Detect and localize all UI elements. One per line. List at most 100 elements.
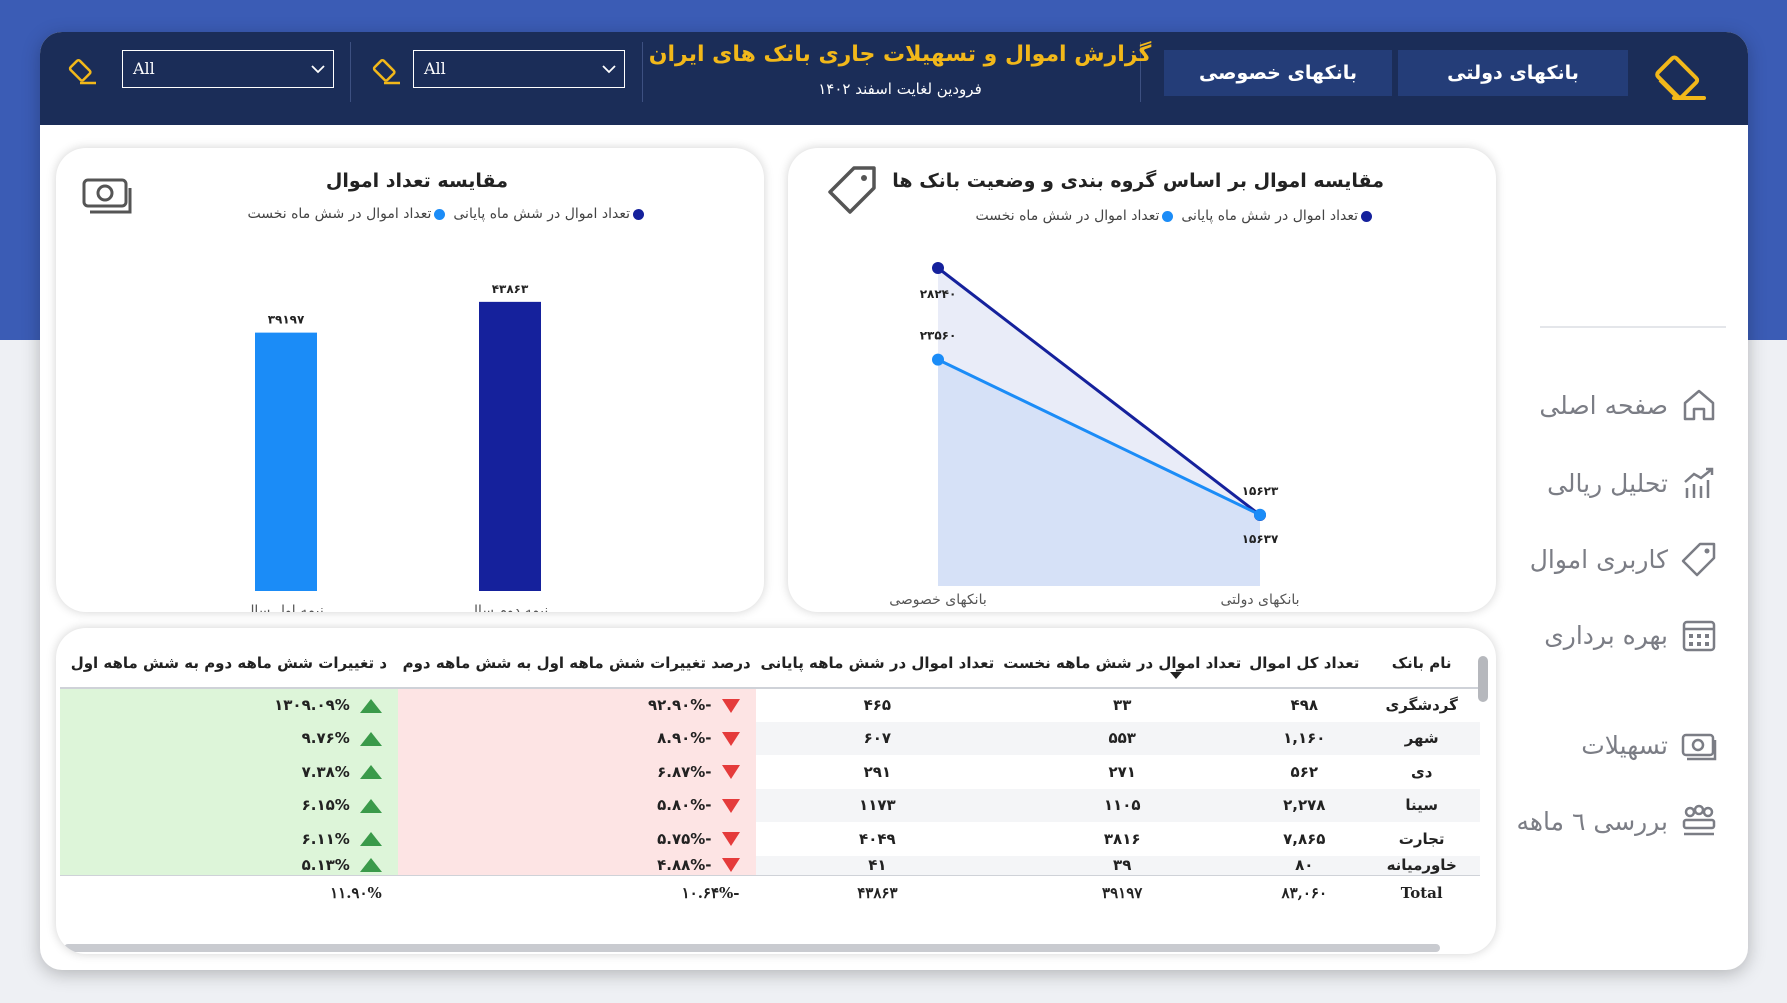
cell-value: سینا — [1405, 796, 1438, 815]
column-header-bank-name[interactable]: نام بانک — [1363, 638, 1480, 689]
cell-value: -۵.۷۵% — [657, 829, 712, 848]
sidebar-item-facilities[interactable]: تسهیلات — [1581, 726, 1718, 764]
line-chart-plot: ۲۸۲۴۰ ۲۳۵۶۰ ۱۵۶۲۳ ۱۵۶۳۷ بانکهای خصوصی بانکهای… — [889, 262, 1300, 608]
cell-second-half: ۴۰۴۹ — [756, 822, 1000, 856]
cell-first-half: ۲۷۱ — [999, 755, 1245, 789]
arrow-down-icon — [721, 832, 740, 847]
data-point — [1254, 508, 1266, 521]
cell-pct-change-2: ۱۱.۹۰% — [60, 875, 398, 909]
sidebar-item-rial-analysis[interactable]: تحلیل ریالی — [1547, 464, 1718, 502]
cell-bank-name: خاورمیانه — [1363, 855, 1480, 876]
sidebar-item-label: بررسی ٦ ماهه — [1516, 806, 1668, 836]
cell-bank-name: دی — [1363, 755, 1480, 789]
cell-value: ۳۹۱۹۷ — [1102, 883, 1143, 902]
cell-bank-name: شهر — [1363, 721, 1480, 755]
table-row[interactable]: سینا ۲,۲۷۸ ۱۱۰۵ ۱۱۷۳ -۵.۸۰% ۶.۱۵% — [60, 788, 1480, 822]
data-point — [932, 353, 944, 366]
cell-total: ۲,۲۷۸ — [1245, 788, 1364, 822]
table-row[interactable]: شهر ۱,۱۶۰ ۵۵۳ ۶۰۷ -۸.۹۰% ۹.۷۶% — [60, 721, 1480, 755]
legend-label: تعداد اموال در شش ماه پایانی — [1181, 208, 1358, 224]
bar-data-label: ۴۳۸۶۳ — [492, 282, 529, 296]
cell-total: ۱,۱۶۰ — [1245, 721, 1364, 755]
cell-total: ۸۰ — [1245, 855, 1364, 876]
table-header-row: نام بانک تعداد کل اموال تعداد اموال در ش… — [60, 638, 1480, 689]
sidebar-divider — [1540, 326, 1726, 328]
series-line-second-half — [937, 266, 1261, 517]
legend-item-second-half: تعداد اموال در شش ماه پایانی — [453, 206, 644, 222]
table-row[interactable]: دی ۵۶۲ ۲۷۱ ۲۹۱ -۶.۸۷% ۷.۳۸% — [60, 755, 1480, 789]
line-chart-title: مقایسه اموال بر اساس گروه بندی و وضعیت ب… — [892, 170, 1384, 192]
legend-label: تعداد اموال در شش ماه نخست — [247, 206, 432, 222]
eraser-filter-icon — [372, 58, 400, 85]
cell-value: ۸۳,۰۶۰ — [1281, 883, 1328, 902]
sidebar-item-label: بهره برداری — [1544, 620, 1668, 650]
vertical-scrollbar[interactable] — [1478, 656, 1488, 702]
cell-pct-change-1: -۱۰.۶۴% — [397, 875, 756, 909]
cell-value: شهر — [1404, 729, 1439, 748]
cell-value: ۵۶۲ — [1290, 762, 1319, 781]
cell-value: -۵.۸۰% — [657, 796, 712, 815]
cell-value: ۱۳۰۹.۰۹% — [274, 696, 350, 715]
chevron-down-icon — [602, 65, 616, 74]
cell-bank-name: تجارت — [1363, 822, 1480, 856]
money-icon — [82, 178, 132, 214]
column-header-second-half[interactable]: تعداد اموال در شش ماهه پایانی — [755, 638, 1000, 689]
filter-dropdown-1[interactable]: All — [122, 50, 334, 88]
cell-second-half: ۴۱ — [755, 855, 1000, 876]
cell-pct-change-1: -۵.۸۰% — [397, 788, 756, 822]
arrow-up-icon — [359, 765, 382, 780]
data-point — [932, 262, 944, 274]
cell-total: ۵۶۲ — [1245, 755, 1363, 789]
cell-value: ۳۳ — [1113, 696, 1132, 715]
cell-second-half: ۴۶۵ — [756, 688, 1000, 722]
cell-pct-change-1: -۸.۹۰% — [397, 721, 756, 755]
tag-icon — [828, 166, 876, 214]
sidebar-item-six-month-review[interactable]: بررسی ٦ ماهه — [1516, 802, 1718, 840]
tab-government-banks[interactable]: بانکهای دولتی — [1398, 50, 1628, 96]
tab-private-banks[interactable]: بانکهای خصوصی — [1164, 50, 1392, 96]
sidebar-item-exploitation[interactable]: بهره برداری — [1544, 616, 1718, 654]
column-header-total[interactable]: تعداد کل اموال — [1245, 638, 1364, 689]
sidebar-item-property-use[interactable]: کاربری اموال — [1530, 540, 1718, 578]
cell-value: -۸.۹۰% — [657, 729, 712, 748]
cell-second-half: ۲۹۱ — [756, 755, 1000, 789]
horizontal-scrollbar[interactable] — [64, 944, 1440, 952]
cell-pct-change-2: ۹.۷۶% — [60, 721, 398, 755]
cell-value: ۷.۳۸% — [301, 762, 350, 781]
cell-pct-change-2: ۷.۳۸% — [60, 755, 398, 789]
cell-value: -۹۲.۹۰% — [647, 696, 712, 715]
header-divider — [350, 42, 351, 102]
arrow-up-icon — [359, 798, 382, 813]
sort-descending-icon[interactable] — [1170, 672, 1182, 679]
header-divider — [642, 42, 643, 102]
filter-dropdown-2[interactable]: All — [413, 50, 625, 88]
bank-table-card: نام بانک تعداد کل اموال تعداد اموال در ش… — [56, 628, 1496, 954]
cell-value: ۴۶۵ — [863, 696, 892, 715]
bar-chart-card: مقایسه تعداد اموال تعداد اموال در شش ماه… — [56, 148, 764, 612]
cell-first-half: ۳۸۱۶ — [999, 822, 1245, 856]
cell-pct-change-2: ۶.۱۱% — [60, 822, 398, 856]
cell-value: ۲۷۱ — [1108, 762, 1136, 781]
table-row[interactable]: تجارت ۷,۸۶۵ ۳۸۱۶ ۴۰۴۹ -۵.۷۵% ۶.۱۱% — [60, 822, 1480, 856]
money-icon — [1681, 733, 1717, 761]
column-header-pct-change-2[interactable]: د تغییرات شش ماهه دوم به شش ماهه اول — [60, 638, 398, 689]
cell-value: تجارت — [1398, 829, 1445, 848]
table-row[interactable]: گردشگری ۴۹۸ ۳۳ ۴۶۵ -۹۲.۹۰% ۱۳۰۹.۰۹% — [60, 688, 1480, 722]
column-header-pct-change-1[interactable]: درصد تغییرات شش ماهه اول به شش ماهه دوم — [397, 638, 756, 689]
cell-pct-change-1: -۴.۸۸% — [397, 855, 756, 876]
cell-pct-change-2: ۵.۱۳% — [60, 855, 398, 876]
bar-chart-legend: تعداد اموال در شش ماه پایانی تعداد اموال… — [247, 206, 644, 222]
column-header-first-half[interactable]: تعداد اموال در شش ماهه نخست — [999, 638, 1246, 689]
cell-second-half: ۶۰۷ — [755, 721, 1000, 755]
sidebar-item-label: تسهیلات — [1581, 730, 1668, 760]
sidebar-item-home[interactable]: صفحه اصلی — [1539, 386, 1718, 424]
cell-value: خاورمیانه — [1386, 855, 1457, 874]
cell-value: ۵.۱۳% — [301, 855, 350, 874]
cell-value: گردشگری — [1385, 696, 1458, 715]
cell-value: ۳۹ — [1113, 855, 1132, 874]
calendar-icon — [1682, 620, 1716, 652]
arrow-down-icon — [721, 731, 740, 746]
table-row[interactable]: خاورمیانه ۸۰ ۳۹ ۴۱ -۴.۸۸% ۵.۱۳% — [60, 855, 1480, 876]
eraser-filter-icon — [68, 58, 96, 85]
cell-first-half: ۳۹ — [999, 855, 1246, 876]
